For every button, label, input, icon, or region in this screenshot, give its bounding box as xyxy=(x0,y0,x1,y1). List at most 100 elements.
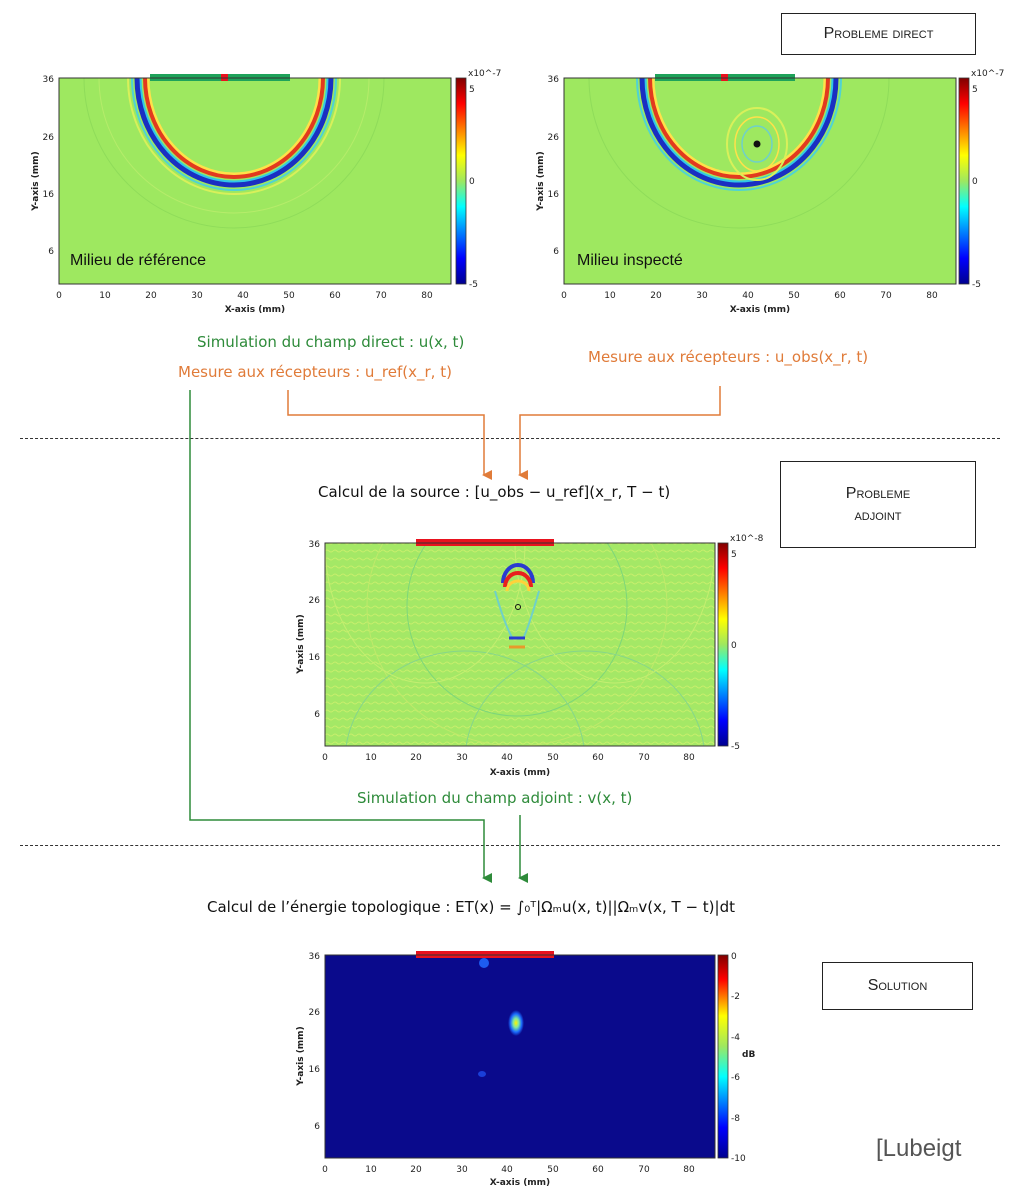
svg-text:40: 40 xyxy=(742,291,754,301)
solution-colorbar-tick: -2 xyxy=(731,992,740,1002)
svg-text:60: 60 xyxy=(834,291,846,301)
inspected-colorbar-tick: 0 xyxy=(972,177,978,187)
svg-text:26: 26 xyxy=(309,1008,321,1018)
svg-text:70: 70 xyxy=(638,753,650,763)
solution-x-ticks: 0 10 20 30 40 50 60 70 80 xyxy=(322,1165,695,1175)
source-calc-caption: Calcul de la source : [u_obs − u_ref](x_… xyxy=(318,483,671,501)
separator-top xyxy=(20,438,1000,439)
solution-colorbar-tick: -10 xyxy=(731,1154,746,1164)
svg-text:16: 16 xyxy=(43,190,55,200)
svg-text:26: 26 xyxy=(548,133,560,143)
adjoint-x-ticks: 0 10 20 30 40 50 60 70 80 xyxy=(322,753,695,763)
inspected-x-ticks: 0 10 20 30 40 50 60 70 80 xyxy=(561,291,938,301)
solution-label: Solution xyxy=(867,977,928,995)
svg-text:10: 10 xyxy=(365,753,377,763)
adjoint-simulation-caption: Simulation du champ adjoint : v(x, t) xyxy=(357,789,633,807)
adjoint-problem-label-1: Probleme xyxy=(845,484,911,502)
svg-text:36: 36 xyxy=(548,75,560,85)
svg-text:50: 50 xyxy=(547,753,559,763)
inspected-colorbar-tick: -5 xyxy=(972,280,981,290)
svg-text:26: 26 xyxy=(309,596,321,606)
reference-wavefront-blue xyxy=(134,78,334,188)
observed-to-source-arrow xyxy=(518,386,721,480)
svg-text:70: 70 xyxy=(880,291,892,301)
svg-text:80: 80 xyxy=(926,291,938,301)
reference-measure-caption: Mesure aux récepteurs : u_ref(x_r, t) xyxy=(178,363,452,381)
solution-colorbar-unit: dB xyxy=(742,1050,755,1060)
detected-defect xyxy=(508,1010,524,1036)
svg-text:60: 60 xyxy=(592,753,604,763)
solution-plot: 0 10 20 30 40 50 60 70 80 X-axis (mm) 36… xyxy=(285,943,765,1189)
adjoint-x-axis-label: X-axis (mm) xyxy=(490,768,550,778)
defect-point xyxy=(753,140,761,148)
svg-text:50: 50 xyxy=(788,291,800,301)
reference-wavefront-red xyxy=(143,78,325,179)
svg-text:80: 80 xyxy=(421,291,433,301)
svg-text:10: 10 xyxy=(604,291,616,301)
solution-colorbar-tick: 0 xyxy=(731,952,737,962)
direct-simulation-caption: Simulation du champ direct : u(x, t) xyxy=(197,333,465,351)
reference-colorbar-tick: 0 xyxy=(469,177,475,187)
reference-y-axis-label: Y-axis (mm) xyxy=(31,151,41,211)
adjoint-colorbar-tick: 0 xyxy=(731,641,737,651)
reference-x-axis-label: X-axis (mm) xyxy=(225,305,285,315)
adjoint-y-axis-label: Y-axis (mm) xyxy=(296,614,306,674)
svg-text:70: 70 xyxy=(638,1165,650,1175)
reference-x-ticks: 0 10 20 30 40 50 60 70 80 xyxy=(56,291,433,301)
svg-text:30: 30 xyxy=(696,291,708,301)
solution-colorbar-tick: -8 xyxy=(731,1114,740,1124)
reference-medium-label: Milieu de référence xyxy=(70,252,206,269)
reference-to-source-arrow xyxy=(287,390,492,480)
adjoint-field-plot: 0 10 20 30 40 50 60 70 80 X-axis (mm) 36… xyxy=(285,531,765,781)
adjoint-colorbar-exponent: x10^-8 xyxy=(730,534,764,544)
solution-background xyxy=(325,955,715,1158)
svg-text:20: 20 xyxy=(650,291,662,301)
direct-problem-label: Probleme direct xyxy=(823,25,934,43)
svg-text:60: 60 xyxy=(329,291,341,301)
svg-text:0: 0 xyxy=(561,291,567,301)
solution-colorbar xyxy=(717,954,729,1159)
inspected-wavefront-blue xyxy=(639,78,839,188)
adjoint-wavefront-red xyxy=(503,571,533,588)
inspected-field-plot: Milieu inspecté 0 10 20 30 40 50 60 70 8… xyxy=(525,66,1004,316)
direct-problem-box: Probleme direct xyxy=(781,13,976,55)
inspected-y-ticks: 36 26 16 6 xyxy=(548,75,560,257)
topological-energy-caption: Calcul de l’énergie topologique : ET(x) … xyxy=(207,898,735,916)
svg-text:30: 30 xyxy=(456,753,468,763)
svg-text:6: 6 xyxy=(553,247,559,257)
svg-text:20: 20 xyxy=(410,1165,422,1175)
svg-text:6: 6 xyxy=(314,1122,320,1132)
inspected-x-axis-label: X-axis (mm) xyxy=(730,305,790,315)
inspected-y-axis-label: Y-axis (mm) xyxy=(536,151,546,211)
svg-text:0: 0 xyxy=(56,291,62,301)
solution-y-ticks: 36 26 16 6 xyxy=(309,952,321,1132)
adjoint-colorbar-tick: 5 xyxy=(731,550,737,560)
solution-x-axis-label: X-axis (mm) xyxy=(490,1178,550,1188)
svg-text:16: 16 xyxy=(309,1065,321,1075)
svg-text:6: 6 xyxy=(314,710,320,720)
svg-text:30: 30 xyxy=(191,291,203,301)
solution-box: Solution xyxy=(822,962,973,1010)
svg-text:40: 40 xyxy=(237,291,249,301)
adjoint-problem-box: Probleme adjoint xyxy=(780,461,976,548)
svg-text:80: 80 xyxy=(683,753,695,763)
adjoint-colorbar-tick: -5 xyxy=(731,742,740,752)
citation: [Lubeigt xyxy=(876,1135,962,1162)
observed-measure-caption: Mesure aux récepteurs : u_obs(x_r, t) xyxy=(588,348,869,366)
svg-text:50: 50 xyxy=(283,291,295,301)
svg-text:6: 6 xyxy=(48,247,54,257)
adjoint-defect-marker xyxy=(515,604,521,610)
reference-colorbar-exponent: x10^-7 xyxy=(468,69,501,79)
svg-text:50: 50 xyxy=(547,1165,559,1175)
adjoint-colorbar xyxy=(717,542,729,747)
inspected-colorbar xyxy=(958,77,970,285)
svg-text:10: 10 xyxy=(99,291,111,301)
svg-text:26: 26 xyxy=(43,133,55,143)
svg-text:36: 36 xyxy=(43,75,55,85)
adjoint-wavefront-blue xyxy=(501,563,535,584)
reference-colorbar-tick: -5 xyxy=(469,280,478,290)
svg-text:20: 20 xyxy=(410,753,422,763)
svg-text:36: 36 xyxy=(309,540,321,550)
solution-colorbar-tick: -4 xyxy=(731,1033,740,1043)
svg-text:16: 16 xyxy=(309,653,321,663)
